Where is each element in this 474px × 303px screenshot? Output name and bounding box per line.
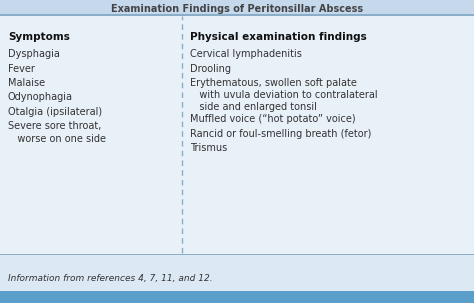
Text: Physical examination findings: Physical examination findings — [191, 32, 367, 42]
Text: Information from references 4, 7, 11, and 12.: Information from references 4, 7, 11, an… — [8, 274, 213, 283]
Bar — [0, 14, 474, 277]
Text: Malaise: Malaise — [8, 78, 45, 88]
Text: Drooling: Drooling — [191, 64, 231, 74]
Bar — [0, 255, 474, 291]
Text: Otalgia (ipsilateral): Otalgia (ipsilateral) — [8, 107, 102, 117]
Text: Erythematous, swollen soft palate
   with uvula deviation to contralateral
   si: Erythematous, swollen soft palate with u… — [191, 78, 378, 112]
Text: Symptoms: Symptoms — [8, 32, 70, 42]
Text: Examination Findings of Peritonsillar Abscess: Examination Findings of Peritonsillar Ab… — [111, 4, 363, 14]
Text: Cervical lymphadenitis: Cervical lymphadenitis — [191, 49, 302, 59]
Text: Fever: Fever — [8, 64, 35, 74]
Text: Rancid or foul-smelling breath (fetor): Rancid or foul-smelling breath (fetor) — [191, 129, 372, 139]
Bar — [0, 254, 474, 255]
Text: Severe sore throat,
   worse on one side: Severe sore throat, worse on one side — [8, 122, 106, 144]
Bar — [0, 291, 474, 303]
Text: Trismus: Trismus — [191, 143, 228, 153]
Text: Odynophagia: Odynophagia — [8, 92, 73, 102]
Text: Dysphagia: Dysphagia — [8, 49, 60, 59]
Text: Muffled voice (“hot potato” voice): Muffled voice (“hot potato” voice) — [191, 114, 356, 124]
Bar — [0, 0, 474, 14]
Bar — [0, 14, 474, 15]
